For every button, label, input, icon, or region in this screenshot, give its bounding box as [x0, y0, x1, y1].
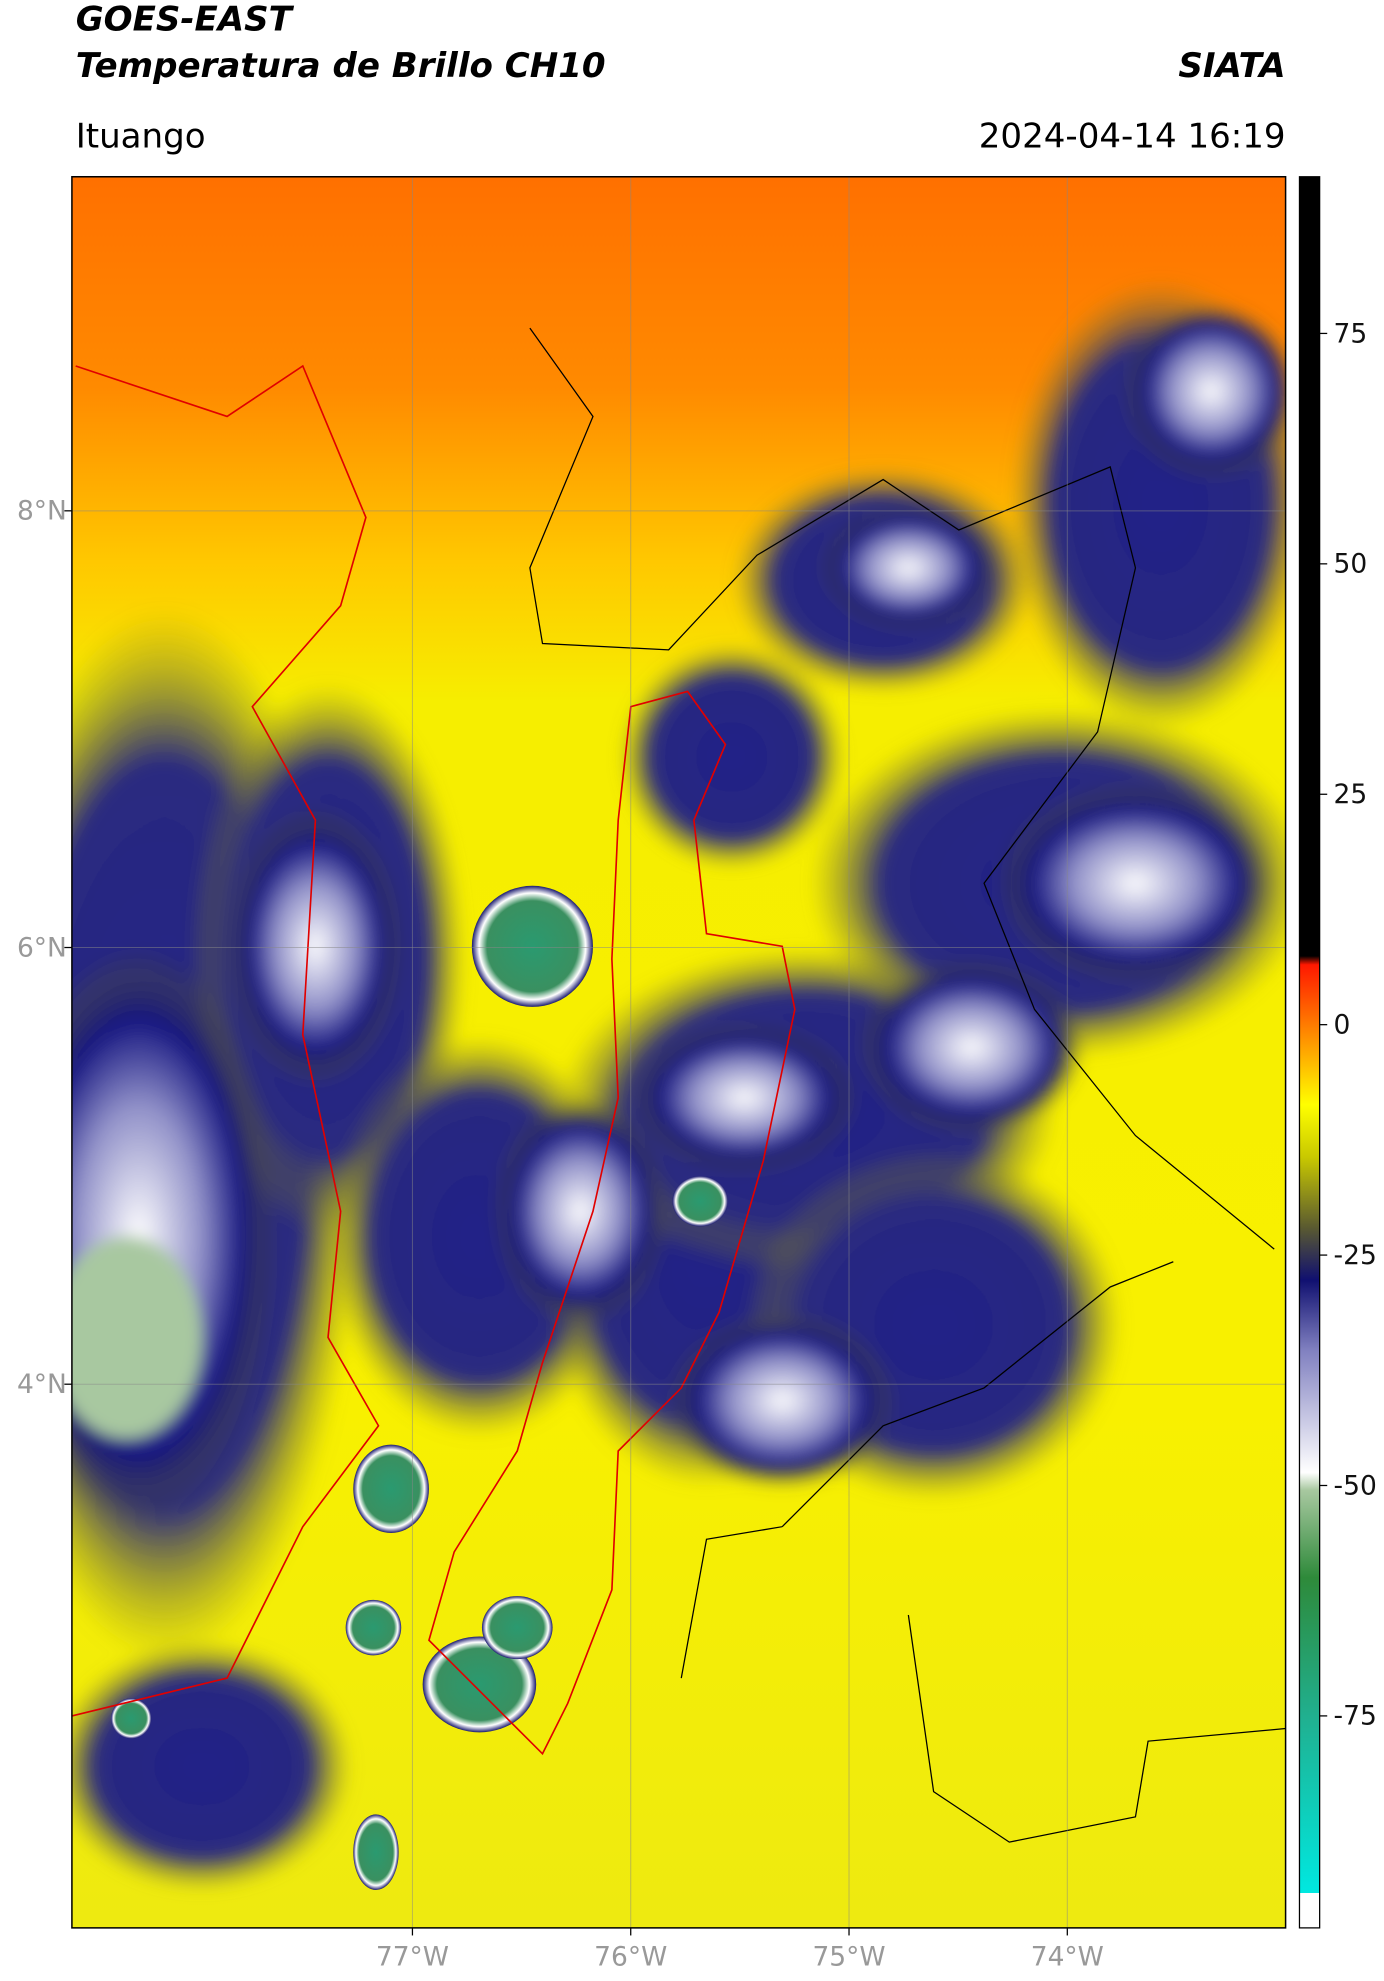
colorbar-tick-label: 75: [1334, 318, 1368, 349]
cloud: [71, 946, 278, 1527]
colorbar-tick-label: 0: [1334, 1010, 1351, 1041]
cloud: [492, 1097, 669, 1325]
product-title: Temperatura de Brillo CH10: [76, 46, 606, 86]
cloud: [857, 958, 1085, 1136]
cloud: [630, 1022, 858, 1174]
region-label: Ituango: [76, 117, 206, 157]
x-tick-label: 76°W: [594, 1942, 667, 1973]
convective-cell: [672, 1175, 728, 1227]
x-tick-label: 75°W: [812, 1942, 885, 1973]
cloud: [71, 1640, 354, 1893]
convective-cell: [481, 1596, 553, 1660]
cloud: [1122, 302, 1286, 480]
convective-cell: [353, 1444, 429, 1533]
map-frame: [71, 175, 1287, 1929]
colorbar-tick-label: -25: [1334, 1240, 1377, 1271]
organization: SIATA: [1178, 46, 1285, 86]
satellite-title: GOES-EAST: [76, 0, 295, 39]
convective-cell: [471, 885, 593, 1007]
datetime-label: 2024-04-14 16:19: [979, 117, 1286, 157]
colorbar-tick-label: 25: [1334, 779, 1368, 810]
municipal-border: [529, 327, 1275, 1250]
cloud-field: [71, 277, 1286, 1893]
x-tick-label: 77°W: [376, 1942, 449, 1973]
convective-cell: [353, 1814, 399, 1891]
x-tick-label: 74°W: [1031, 1942, 1104, 1973]
convective-cell: [111, 1698, 152, 1739]
department-border: [428, 690, 796, 1756]
colorbar-tick-label: -50: [1334, 1470, 1377, 1501]
convective-cell: [422, 1636, 537, 1733]
cloud: [618, 643, 846, 871]
coastline: [71, 364, 380, 1717]
colorbar-tick-label: 50: [1334, 549, 1368, 580]
y-tick-label: 4°N: [17, 1369, 67, 1400]
colorbar: [1298, 176, 1321, 1929]
y-tick-label: 8°N: [17, 496, 67, 527]
cloud: [668, 1312, 896, 1489]
y-tick-label: 6°N: [17, 932, 67, 963]
convective-cell: [345, 1599, 402, 1656]
colorbar-tick-label: -75: [1334, 1701, 1377, 1732]
cloud: [71, 1236, 202, 1439]
grid: [71, 176, 1286, 1928]
satellite-image: [71, 176, 1286, 1928]
cloud: [820, 504, 997, 631]
cloud: [227, 807, 404, 1086]
cloud: [996, 782, 1275, 985]
